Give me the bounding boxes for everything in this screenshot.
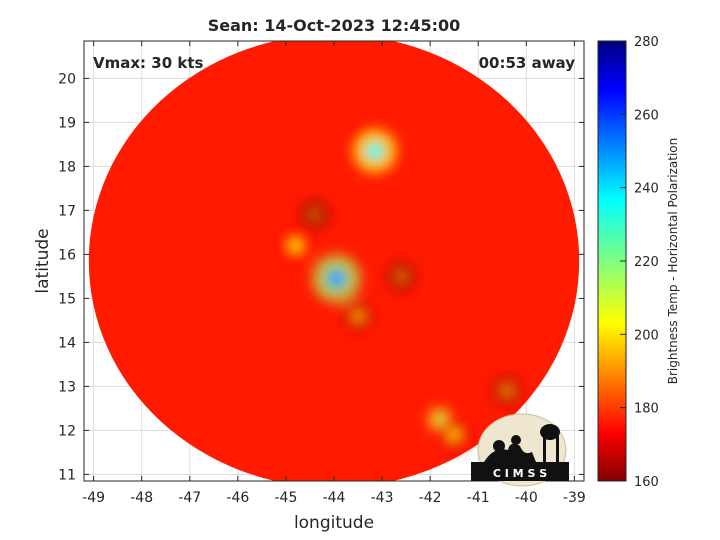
y-tick-label: 18 <box>58 159 76 175</box>
x-tick-label: -40 <box>515 490 538 506</box>
x-tick-label: -43 <box>371 490 394 506</box>
cold-cloud-features <box>278 128 523 452</box>
cimss-logo-text: C I M S S <box>493 467 547 480</box>
feature-core <box>365 141 384 161</box>
x-tick-label: -42 <box>419 490 442 506</box>
y-tick-label: 17 <box>58 203 76 219</box>
y-tick-label: 19 <box>58 115 76 131</box>
colorbar-tick-label: 240 <box>634 182 659 197</box>
x-tick-label: -48 <box>130 490 153 506</box>
feature-core <box>289 239 302 252</box>
colorbar-ticks: 160 180 200 220 240 260 280 <box>620 35 659 490</box>
x-tick-label: -45 <box>274 490 297 506</box>
y-tick-label: 11 <box>58 467 76 483</box>
y-tick-label: 14 <box>58 335 76 351</box>
y-tick-label: 20 <box>58 71 76 87</box>
x-tick-label: -47 <box>178 490 201 506</box>
feature-core <box>448 429 460 441</box>
y-tick-label: 13 <box>58 379 76 395</box>
x-axis-ticks: -49 -48 -47 -46 -45 -44 -43 -42 -41 -40 -39 <box>82 41 586 506</box>
cimss-logo: C I M S S <box>471 413 569 487</box>
x-axis-label: longitude <box>294 513 374 533</box>
y-tick-label: 16 <box>58 247 76 263</box>
feature-core <box>310 210 320 220</box>
x-tick-label: -44 <box>323 490 346 506</box>
colorbar-tick-label: 220 <box>634 255 659 270</box>
colorbar-label: Brightness Temp - Horizontal Polarizatio… <box>666 138 680 385</box>
colorbar-tick-label: 260 <box>634 108 659 123</box>
colorbar-tick-label: 280 <box>634 35 659 50</box>
y-tick-label: 15 <box>58 291 76 307</box>
colorbar-tick-label: 200 <box>634 328 659 343</box>
chart-title: Sean: 14-Oct-2023 12:45:00 <box>208 16 461 35</box>
x-tick-label: -41 <box>467 490 490 506</box>
x-tick-label: -46 <box>226 490 249 506</box>
time-away-label: 00:53 away <box>479 54 576 72</box>
y-tick-label: 12 <box>58 423 76 439</box>
colorbar-tick-label: 180 <box>634 402 659 417</box>
x-tick-label: -49 <box>82 490 105 506</box>
colorbar-tick-label: 160 <box>634 475 659 490</box>
feature-core <box>326 268 347 289</box>
feature-core <box>352 310 364 322</box>
x-tick-label: -39 <box>563 490 586 506</box>
feature-core <box>502 385 513 396</box>
vmax-label: Vmax: 30 kts <box>93 54 203 72</box>
y-axis-ticks: 11 12 13 14 15 16 17 18 19 20 <box>58 71 584 483</box>
feature-core <box>396 271 407 282</box>
y-axis-label: latitude <box>33 228 53 293</box>
